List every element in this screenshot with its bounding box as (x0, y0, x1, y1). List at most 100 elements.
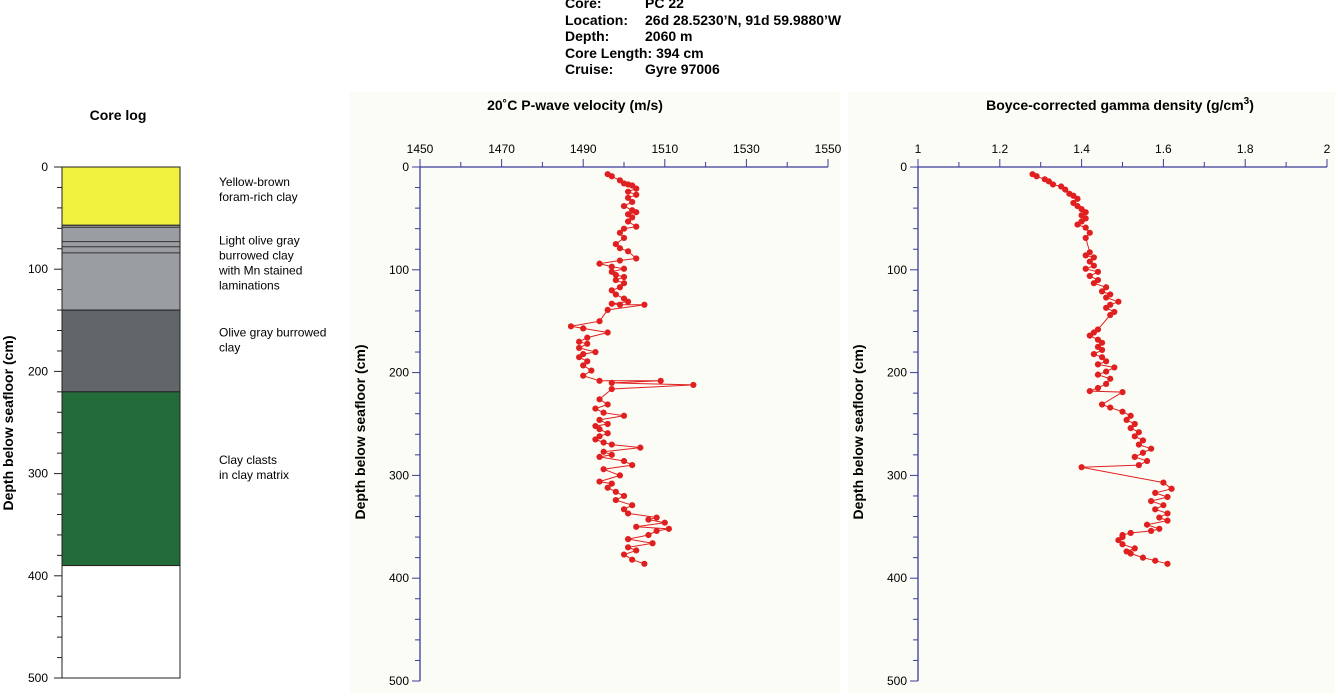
density-y-axis-label: Depth below seafloor (cm) (850, 344, 866, 519)
core-layer (61, 565, 181, 679)
layer-description-line: clay (219, 340, 240, 354)
data-point (633, 255, 640, 262)
data-point (1107, 404, 1114, 411)
data-point (1107, 311, 1114, 319)
data-point (1094, 384, 1102, 392)
data-point (600, 409, 607, 416)
data-point (616, 245, 624, 252)
data-point (1135, 429, 1142, 436)
data-point (1139, 449, 1147, 456)
data-point (1164, 493, 1171, 501)
data-point (1115, 537, 1122, 544)
data-point (1094, 361, 1102, 368)
velocity-plot-background (350, 92, 840, 693)
data-point (576, 354, 583, 361)
data-point (665, 525, 672, 532)
header-value: Gyre 97006 (645, 61, 720, 77)
data-point (641, 560, 648, 567)
data-point (1123, 416, 1130, 423)
data-point (653, 514, 660, 521)
x-tick-label: 1.8 (1237, 142, 1254, 156)
data-point (633, 191, 640, 198)
header-label: Cruise: (565, 61, 614, 77)
data-point (653, 527, 660, 535)
data-point (608, 300, 615, 307)
data-point (633, 523, 640, 530)
data-point (1103, 358, 1110, 365)
data-point (629, 214, 636, 221)
y-tick-label: 0 (402, 160, 409, 174)
data-point (1098, 354, 1106, 361)
density-series (1029, 171, 1175, 567)
data-point (616, 472, 624, 479)
header-value: 26d 28.5230’N, 91d 59.9880’W (645, 11, 842, 28)
data-point (1094, 371, 1102, 378)
data-point (608, 379, 615, 386)
data-point (576, 338, 583, 345)
x-tick-label: 1.4 (1073, 142, 1090, 156)
data-point (624, 536, 632, 543)
data-point (1119, 408, 1126, 415)
x-tick-label: 1490 (570, 142, 597, 156)
x-tick-label: 1470 (488, 142, 515, 156)
data-point (1062, 186, 1069, 193)
data-point (1135, 441, 1142, 448)
data-point (620, 280, 628, 287)
data-point (600, 448, 607, 455)
data-point (576, 344, 583, 352)
data-point (1103, 304, 1110, 311)
data-point (1119, 389, 1126, 396)
data-point (1127, 550, 1134, 557)
core-log-tick-label: 300 (28, 467, 48, 481)
data-point (596, 416, 603, 423)
header-value: 394 cm (656, 44, 704, 61)
data-point (1127, 412, 1134, 419)
density-axes: 1 1.2 1.4 1.6 1.8 2 0 100 200 300 400 500 (887, 142, 1331, 688)
core-layer (61, 309, 181, 393)
data-point (690, 381, 697, 389)
header-row: Cruise: Gyre 97006 (565, 61, 841, 78)
data-point (612, 291, 619, 298)
data-point (1127, 425, 1134, 432)
core-log-tick-label: 100 (28, 262, 48, 276)
data-point (637, 444, 644, 451)
data-point (1131, 420, 1138, 428)
data-point (596, 260, 603, 267)
data-point (592, 348, 599, 356)
data-point (633, 209, 640, 216)
data-point (608, 451, 615, 458)
core-layer (61, 391, 181, 567)
header-value: 2060 m (645, 28, 693, 44)
data-point (1148, 498, 1155, 505)
data-point (641, 301, 648, 308)
data-point (1074, 195, 1081, 202)
data-point (608, 287, 615, 294)
data-point (620, 551, 628, 558)
data-point (596, 478, 603, 485)
data-point (608, 480, 615, 487)
data-point (1082, 252, 1089, 259)
core-layer (61, 166, 181, 226)
data-point (620, 265, 628, 272)
data-point (584, 358, 591, 365)
data-point (1082, 224, 1089, 231)
data-point (592, 405, 599, 412)
header-value: PC 22 (645, 0, 684, 11)
data-point (600, 439, 607, 446)
data-point (1168, 485, 1175, 492)
data-point (1098, 401, 1106, 408)
data-point (1074, 221, 1081, 228)
data-point (580, 325, 587, 332)
data-point (1131, 453, 1138, 460)
data-point (616, 257, 624, 264)
data-point (1086, 272, 1093, 280)
data-point (612, 488, 619, 495)
data-point (629, 502, 636, 509)
velocity-axes: 1450 1470 1490 1510 1530 1550 0 100 200 300 400 500 (389, 142, 842, 688)
data-point (604, 329, 611, 336)
data-point (1156, 525, 1163, 532)
data-point (1098, 339, 1106, 346)
header-row: Core: PC 22 (565, 0, 841, 12)
data-point (629, 462, 636, 469)
data-point (1082, 265, 1089, 272)
